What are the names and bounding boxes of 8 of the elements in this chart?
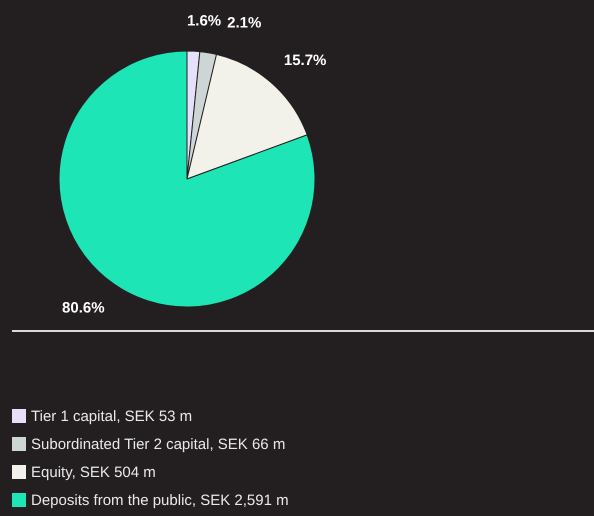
data-label: 1.6% bbox=[186, 12, 222, 30]
data-label: 2.1% bbox=[227, 14, 262, 32]
legend-label: Deposits from the public, SEK 2,591 m bbox=[31, 492, 289, 508]
data-label: 15.7% bbox=[284, 52, 326, 69]
legend-label: Equity, SEK 504 m bbox=[31, 464, 156, 480]
data-label: 80.6% bbox=[62, 300, 105, 317]
legend-label: Tier 1 capital, SEK 53 m bbox=[31, 408, 192, 424]
legend-label: Subordinated Tier 2 capital, SEK 66 m bbox=[31, 436, 286, 452]
